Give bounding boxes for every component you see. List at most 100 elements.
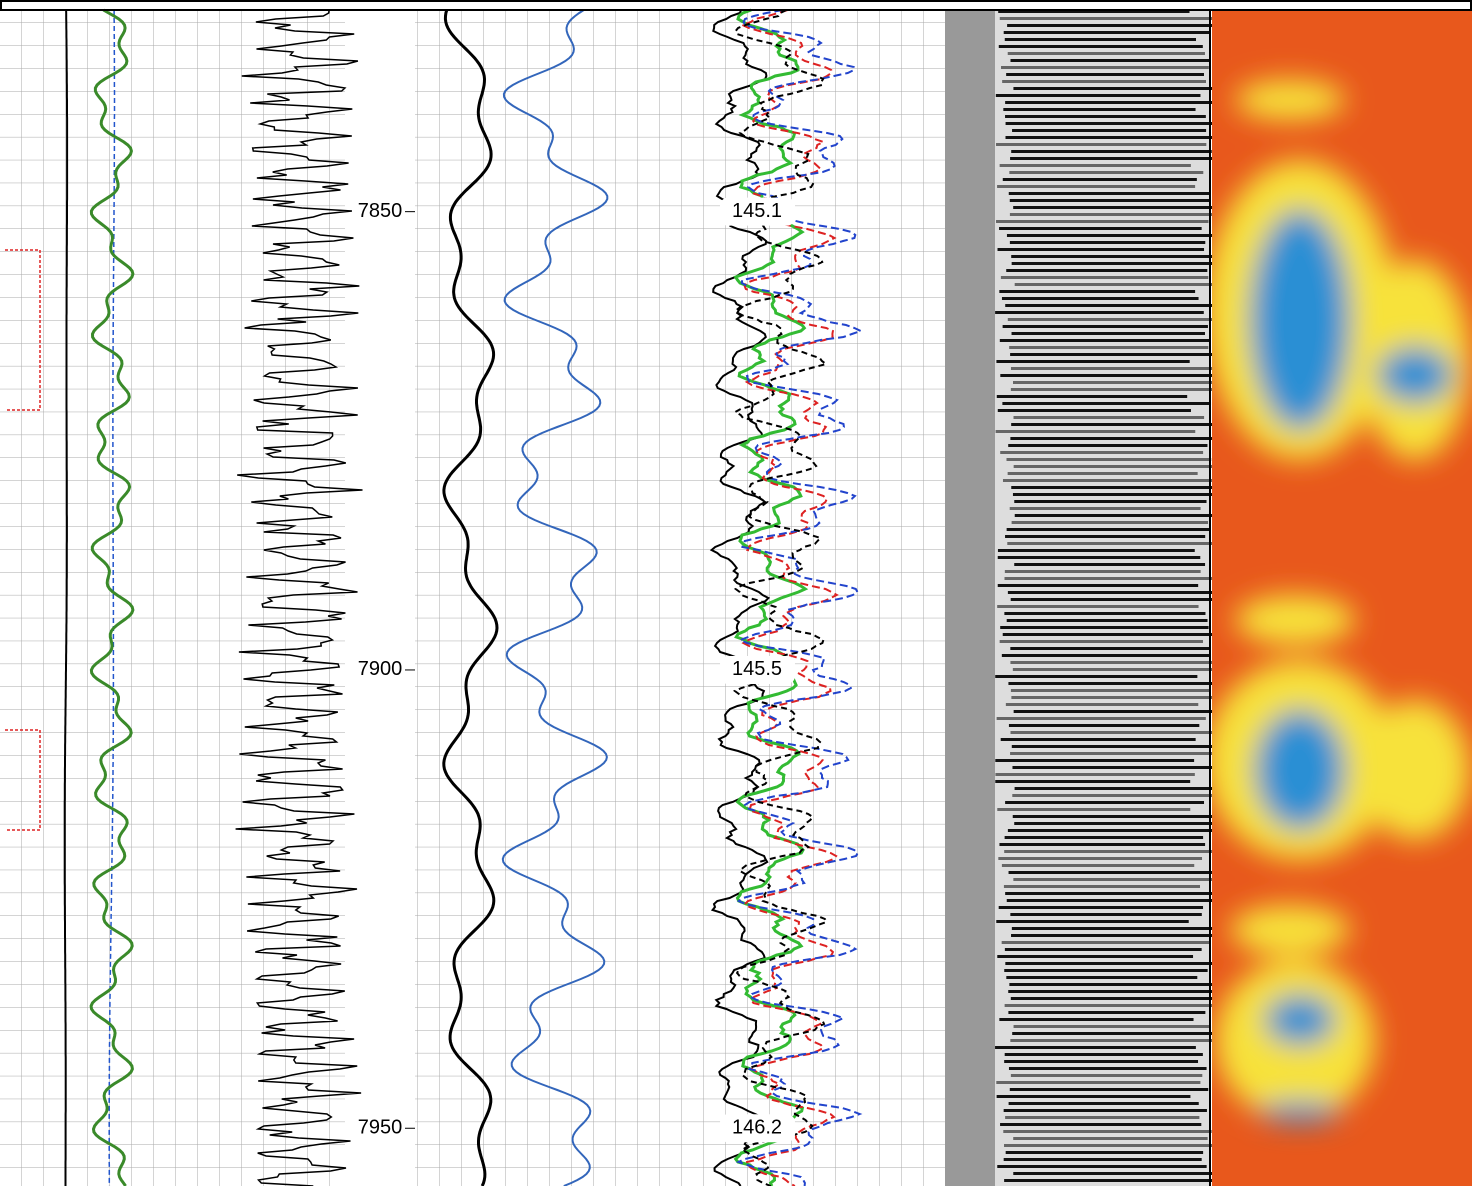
stripe xyxy=(995,430,1196,433)
stripe xyxy=(1011,934,1223,937)
blob xyxy=(1230,905,1350,955)
stripe xyxy=(1006,619,1208,622)
stripe xyxy=(1011,262,1224,265)
stripe xyxy=(1010,157,1215,160)
stripe xyxy=(1005,136,1220,139)
stripe xyxy=(1002,178,1197,181)
log-curve xyxy=(63,9,69,1186)
stripe xyxy=(1005,1151,1204,1154)
stripe xyxy=(996,1095,1191,1098)
stripe xyxy=(1010,731,1216,734)
stripe xyxy=(1004,1053,1203,1056)
stripe xyxy=(1001,941,1209,944)
stripe xyxy=(998,906,1204,909)
stripe xyxy=(1008,682,1221,685)
stripe xyxy=(1007,472,1198,475)
stripe xyxy=(1000,738,1196,741)
stripe xyxy=(999,164,1191,167)
stripe xyxy=(1004,1144,1216,1147)
stripe xyxy=(996,1081,1201,1084)
stripe xyxy=(1013,710,1226,713)
blob xyxy=(1250,210,1350,430)
stripe xyxy=(1010,661,1225,664)
color-track xyxy=(1212,10,1472,1186)
stripe xyxy=(996,717,1206,720)
stripe xyxy=(1007,542,1213,545)
stripe xyxy=(1010,913,1202,916)
stripe xyxy=(1007,24,1221,27)
stripe xyxy=(997,1165,1207,1168)
stripe xyxy=(1014,787,1221,790)
stripe xyxy=(1011,927,1217,930)
stripe xyxy=(1011,150,1212,153)
stripe xyxy=(995,759,1195,762)
stripe xyxy=(1006,234,1222,237)
stripe xyxy=(1005,1116,1200,1119)
stripe xyxy=(1004,836,1204,839)
stripe xyxy=(1007,591,1215,594)
blob xyxy=(1255,710,1345,830)
stripe xyxy=(996,143,1207,146)
stripe xyxy=(1006,269,1208,272)
stripe xyxy=(1010,752,1218,755)
stripe xyxy=(1004,948,1202,951)
temperature-label-box xyxy=(720,1114,795,1143)
stripe xyxy=(1010,598,1221,601)
stripe xyxy=(1013,1025,1211,1028)
header-frame xyxy=(0,0,1472,11)
stripe xyxy=(1009,171,1204,174)
stripe xyxy=(997,955,1194,958)
stripe xyxy=(1002,479,1218,482)
stripe xyxy=(995,780,1191,783)
stripe xyxy=(1005,115,1206,118)
stripe xyxy=(998,45,1203,48)
stripe xyxy=(1005,801,1205,804)
stripe xyxy=(1002,325,1208,328)
stripe xyxy=(1006,528,1210,531)
temperature-label-box xyxy=(720,197,795,226)
stripe xyxy=(1011,696,1214,699)
stripe xyxy=(999,290,1196,293)
stripe xyxy=(1005,703,1199,706)
stripe xyxy=(1005,304,1220,307)
blob xyxy=(1235,595,1355,645)
stripe xyxy=(1011,486,1218,489)
stripe xyxy=(1012,668,1213,671)
stripe xyxy=(1004,612,1206,615)
log-curve xyxy=(442,9,499,1186)
log-curve xyxy=(235,9,363,1186)
stripe xyxy=(1006,458,1212,461)
stripe xyxy=(995,675,1198,678)
stripe xyxy=(1012,129,1207,132)
blob xyxy=(1235,80,1345,120)
stripe xyxy=(995,94,1201,97)
stripe xyxy=(1009,1088,1209,1091)
stripe xyxy=(1004,1060,1199,1063)
stripe xyxy=(1004,570,1201,573)
stripe xyxy=(1013,1137,1208,1140)
stripe xyxy=(1014,563,1206,566)
stripe xyxy=(1011,255,1225,258)
stripe xyxy=(1012,493,1227,496)
stripe xyxy=(999,640,1203,643)
stripe xyxy=(999,1018,1194,1021)
stripe xyxy=(1005,892,1220,895)
stripe xyxy=(1009,983,1224,986)
stripe xyxy=(1008,1067,1207,1070)
stripe xyxy=(1004,850,1213,853)
log-curve xyxy=(89,8,135,1186)
stripe xyxy=(1004,577,1217,580)
stripe xyxy=(1001,654,1211,657)
stripe xyxy=(1004,1004,1213,1007)
stripe xyxy=(997,808,1191,811)
stripe xyxy=(1008,1011,1206,1014)
stripe xyxy=(1000,626,1209,629)
stripe xyxy=(1008,444,1208,447)
stripe xyxy=(1001,297,1199,300)
stripe xyxy=(1005,962,1215,965)
stripe xyxy=(1005,122,1217,125)
stripe xyxy=(1005,535,1206,538)
stripe xyxy=(997,248,1205,251)
stripe xyxy=(1003,31,1210,34)
